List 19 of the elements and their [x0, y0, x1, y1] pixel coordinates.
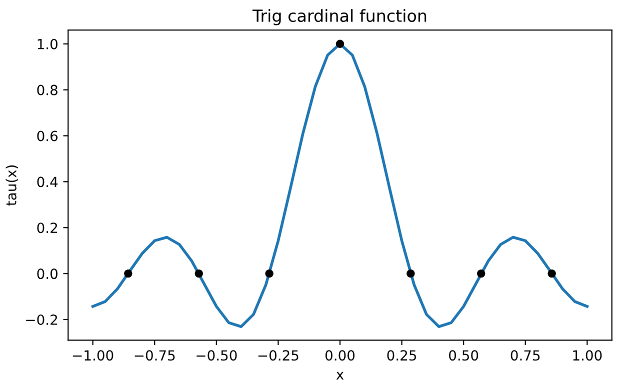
x-tick-label: 0.25 [387, 350, 416, 361]
x-tick-label: 0.00 [325, 350, 355, 361]
chart-title: Trig cardinal function [252, 9, 426, 26]
y-tick-label: 0.0 [37, 268, 58, 280]
x-tick-label: 1.00 [573, 350, 602, 361]
x-tick-label: −0.75 [134, 350, 175, 361]
y-tick-label: 0.4 [37, 176, 58, 188]
x-tick-label: 0.75 [510, 350, 540, 361]
x-tick-label: 0.50 [449, 350, 478, 361]
y-tick-label: −0.2 [26, 314, 58, 325]
y-axis-title: tau(x) [6, 165, 18, 206]
y-tick-label: 0.6 [37, 130, 58, 142]
x-tick-label: −0.25 [258, 350, 298, 361]
y-tick-label: 0.2 [37, 222, 58, 234]
y-tick-label: 1.0 [38, 38, 58, 50]
x-axis-title: x [336, 372, 344, 380]
y-tick-label: 0.8 [37, 84, 58, 96]
x-tick-label: −1.00 [73, 350, 114, 361]
x-tick-label: −0.50 [196, 350, 237, 361]
